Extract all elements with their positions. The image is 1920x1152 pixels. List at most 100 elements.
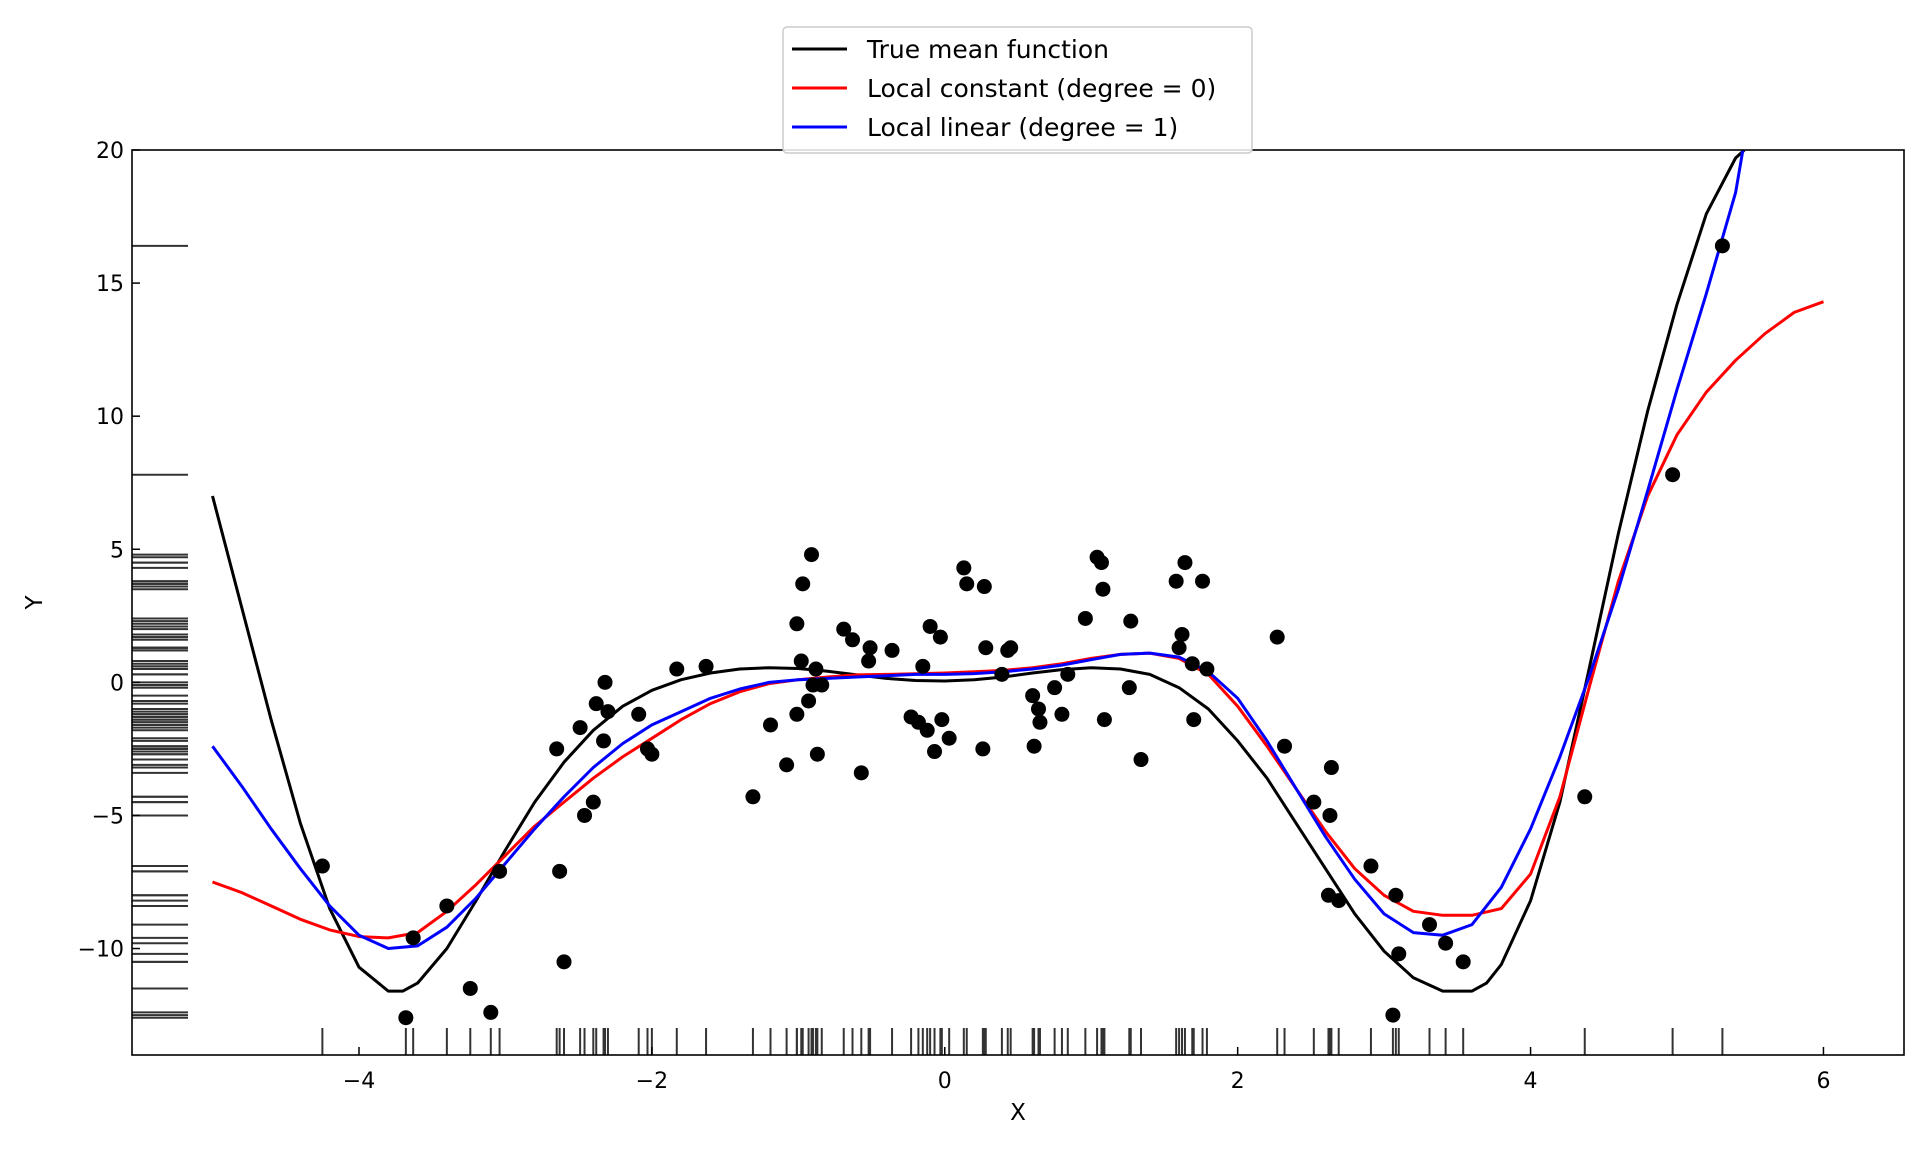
data-point	[596, 733, 612, 749]
data-point	[994, 666, 1010, 682]
series-lines	[211, 150, 1825, 993]
data-point	[927, 744, 943, 760]
x-tick-label: 6	[1816, 1069, 1830, 1094]
x-axis-label: X	[1010, 1100, 1026, 1126]
data-point	[1438, 935, 1454, 951]
y-tick-label: 5	[110, 538, 124, 563]
data-point	[1177, 555, 1193, 571]
data-point	[941, 730, 957, 746]
data-point	[922, 618, 938, 634]
true-mean-line	[211, 150, 1746, 993]
data-point	[795, 576, 811, 592]
data-point	[814, 677, 830, 693]
data-point	[1026, 738, 1042, 754]
data-point	[793, 653, 809, 669]
data-point	[1003, 640, 1019, 656]
data-point	[763, 717, 779, 733]
y-rug-layer	[132, 244, 188, 1019]
data-point	[1133, 752, 1149, 768]
data-point	[597, 674, 613, 690]
data-point	[1025, 688, 1041, 704]
data-point	[1123, 613, 1139, 629]
data-point	[919, 722, 935, 738]
data-point	[556, 954, 572, 970]
legend: True mean function Local constant (degre…	[782, 26, 1253, 154]
data-point	[1269, 629, 1285, 645]
data-point	[1306, 794, 1322, 810]
data-point	[1388, 887, 1404, 903]
data-point	[1385, 1007, 1401, 1023]
data-point	[1095, 581, 1111, 597]
local-linear-line	[211, 150, 1745, 950]
data-point	[585, 794, 601, 810]
data-point	[549, 741, 565, 757]
data-point	[698, 658, 714, 674]
x-axis-ticks: −4 −2 0 2 4 6	[343, 1047, 1830, 1094]
data-point	[588, 696, 604, 712]
data-point	[1093, 555, 1109, 571]
data-point	[956, 560, 972, 576]
data-point	[492, 863, 508, 879]
data-point	[552, 863, 568, 879]
data-point	[314, 858, 330, 874]
data-point	[745, 789, 761, 805]
data-point	[1054, 706, 1070, 722]
data-point	[1121, 680, 1137, 696]
data-point	[978, 640, 994, 656]
data-point	[1363, 858, 1379, 874]
legend-entry-true-mean: True mean function	[866, 35, 1109, 64]
data-point	[405, 930, 421, 946]
x-tick-label: 2	[1231, 1069, 1245, 1094]
data-point	[572, 720, 588, 736]
data-point	[1186, 712, 1202, 728]
data-point	[1199, 661, 1215, 677]
data-point	[1077, 610, 1093, 626]
y-tick-label: −5	[92, 804, 124, 829]
data-point	[932, 629, 948, 645]
data-point	[934, 712, 950, 728]
data-point	[804, 547, 820, 563]
legend-entry-local-constant: Local constant (degree = 0)	[867, 74, 1216, 103]
data-point	[1323, 760, 1339, 776]
data-point	[483, 1004, 499, 1020]
x-tick-label: 0	[938, 1069, 952, 1094]
data-point	[975, 741, 991, 757]
data-point	[1032, 714, 1048, 730]
data-point	[1174, 626, 1190, 642]
data-point	[1331, 893, 1347, 909]
data-point	[1322, 807, 1338, 823]
data-point	[1391, 946, 1407, 962]
legend-box	[782, 26, 1253, 154]
data-point	[789, 706, 805, 722]
data-point	[644, 746, 660, 762]
data-point	[600, 704, 616, 720]
data-point	[809, 746, 825, 762]
data-point	[1195, 573, 1211, 589]
data-point	[1665, 467, 1681, 483]
data-point	[577, 807, 593, 823]
data-point	[801, 693, 817, 709]
data-point	[1171, 640, 1187, 656]
y-tick-label: 0	[110, 671, 124, 696]
data-point	[439, 898, 455, 914]
data-point	[1455, 954, 1471, 970]
data-point	[631, 706, 647, 722]
data-point	[669, 661, 685, 677]
data-point	[915, 658, 931, 674]
data-point	[779, 757, 795, 773]
data-point	[1031, 701, 1047, 717]
data-point	[462, 980, 478, 996]
y-tick-label: 15	[96, 272, 124, 297]
data-point	[1047, 680, 1063, 696]
data-point	[836, 621, 852, 637]
y-axis-ticks: −10 −5 0 5 10 15 20	[78, 139, 140, 963]
data-point	[1577, 789, 1593, 805]
data-point	[1184, 656, 1200, 672]
local-constant-line	[211, 300, 1825, 940]
data-point	[1060, 666, 1076, 682]
x-rug-layer	[321, 1028, 1724, 1055]
data-point	[1168, 573, 1184, 589]
data-point	[862, 640, 878, 656]
data-point	[1422, 917, 1438, 933]
